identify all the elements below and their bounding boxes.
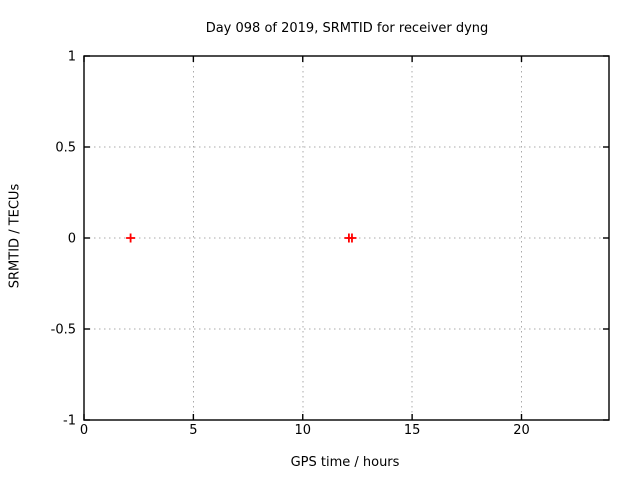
y-tick-label: -1 — [63, 414, 76, 429]
chart-title: Day 098 of 2019, SRMTID for receiver dyn… — [205, 21, 489, 36]
x-tick-label: 0 — [80, 423, 88, 438]
x-tick-label: 5 — [189, 423, 197, 438]
x-tick-label: 10 — [294, 423, 311, 438]
x-tick-label: 20 — [513, 423, 530, 438]
y-tick-label: 1 — [68, 50, 76, 65]
y-tick-label: 0 — [68, 232, 76, 247]
x-axis-label: GPS time / hours — [290, 455, 400, 470]
x-tick-label: 15 — [404, 423, 421, 438]
y-axis-label: SRMTID / TECUs — [7, 183, 23, 289]
y-tick-label: 0.5 — [55, 141, 76, 156]
y-tick-label: -0.5 — [51, 323, 76, 338]
